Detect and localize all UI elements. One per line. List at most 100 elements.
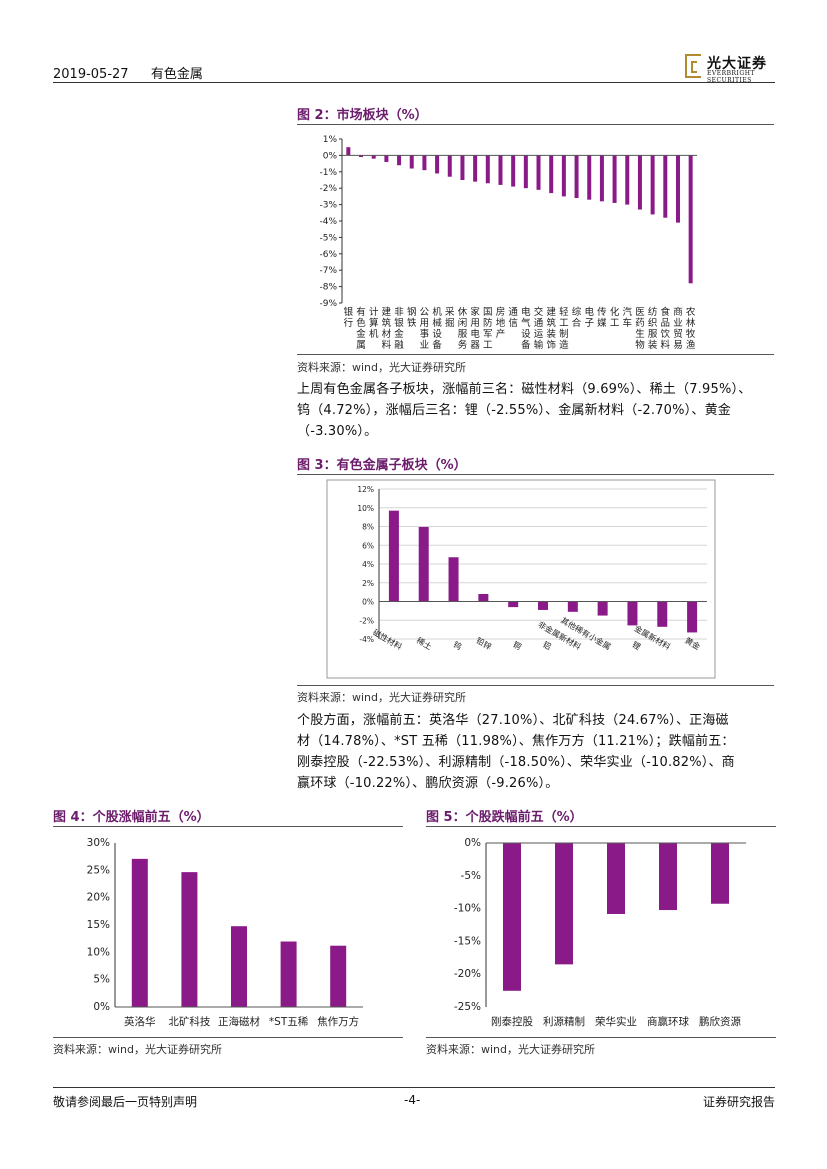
fig3-chart: 12%10%8%6%4%2%0%-2%-4%磁性材料 稀土钨铅锌铜铝非金属新材料其… [326,479,716,679]
bar [612,155,617,203]
bar [627,601,638,626]
y-tick-label: -6% [319,250,337,260]
x-category-label: 行 [344,317,354,329]
x-category-label: 渔 [686,340,696,351]
bar [567,601,578,612]
x-category-label: 料 [661,339,671,351]
bar [460,155,465,180]
logo-mark-icon [685,54,701,78]
fig2-top-rule [297,124,774,125]
y-tick-label: -20% [454,968,481,980]
bar [503,843,521,991]
x-category-label: 家 [470,306,480,318]
x-category-label: 算 [369,317,379,329]
x-category-label: 化 [610,306,620,318]
bar [409,155,414,169]
x-category-label: 地 [496,317,506,329]
bar [597,601,608,616]
y-tick-label: 15% [87,919,110,931]
x-category-label: 军 [483,329,493,340]
x-category-label: 正海磁材 [218,1015,260,1028]
y-tick-label: -1% [319,168,337,178]
bar [561,155,566,197]
x-category-label: 生 [635,328,645,340]
x-category-label: 机 [369,328,379,340]
bar [536,155,541,190]
everbright-logo: 光大证券 EVERBRIGHT SECURITIES [685,54,785,84]
bar [657,601,668,627]
x-category-label: 械 [432,317,442,329]
x-category-label: 汽 [623,306,633,318]
x-category-label: 筑 [546,317,556,329]
bar [607,843,625,914]
y-tick-label: 5% [93,974,110,986]
fig2-bottom-rule [297,354,774,355]
logo-cn: 光大证券 [707,56,767,72]
y-tick-label: -5% [319,233,337,243]
x-category-label: 农 [686,306,696,318]
x-category-label: 建 [546,306,556,318]
x-category-label: 饮 [661,328,671,340]
bar [637,155,642,210]
x-category-label: 荣华实业 [595,1015,637,1028]
fig2-source: 资料来源：wind，光大证券研究所 [297,361,467,374]
x-category-label: 银 [394,317,404,329]
y-tick-label: 8% [362,523,374,532]
x-category-label: 备 [521,339,531,351]
bar [478,594,489,602]
x-category-label: 综 [572,306,582,318]
x-category-label: 电 [584,306,594,318]
y-tick-label: 2% [362,579,374,588]
x-category-label: 装 [546,328,556,340]
x-category-label: 气 [521,317,531,329]
y-tick-label: -15% [454,935,481,947]
x-category-label: 非 [394,306,404,318]
y-tick-label: 10% [357,504,374,513]
x-category-label: 工 [559,318,569,329]
x-category-label: 金 [394,328,404,340]
bar [599,155,604,202]
x-category-label: 药 [635,318,645,329]
para2-line: 个股方面，涨幅前五：英洛华（27.10%）、北矿科技（24.67%）、正海磁 [297,713,729,728]
bar [574,155,579,199]
bar [388,510,399,602]
paragraph-sub-sectors: 上周有色金属各子板块，涨幅前三名：磁性材料（9.69%）、稀土（7.95%）、 … [297,379,777,442]
x-category-label: 业 [420,340,430,351]
x-category-label: 车 [623,317,633,329]
x-category-label: 轻 [559,306,569,318]
x-category-label: 易 [673,340,683,351]
bar [511,155,516,187]
x-category-label: 饰 [546,339,556,351]
x-category-label: 商 [673,306,683,318]
sector-name: 有色金属 [150,67,203,82]
x-category-label: 设 [432,329,442,340]
footer-rule [53,1087,775,1088]
x-category-label: 食 [661,306,671,318]
bar [711,843,729,904]
bar [371,155,376,159]
bar [508,601,519,608]
bar [346,147,351,156]
bar [131,858,148,1007]
x-category-label: 英洛华 [124,1015,156,1028]
para1-line: 钨（4.72%），涨幅后三名：锂（-2.55%）、金属新材料（-2.70%）、黄… [297,403,731,418]
bar [675,155,680,223]
y-tick-label: -2% [319,184,337,194]
y-tick-label: 0% [323,151,338,161]
x-category-label: 铁 [407,317,417,329]
x-category-label: 用 [470,318,480,329]
x-category-label: 稀土 [415,635,434,652]
fig4-top-rule [53,826,403,827]
x-category-label: 织 [648,317,658,329]
x-category-label: 建 [382,306,392,318]
x-category-label: 有 [356,306,366,318]
x-category-label: 服 [458,329,468,340]
x-category-label: 掘 [445,317,455,329]
footer-report-type: 证券研究报告 [703,1095,776,1109]
logo-en: EVERBRIGHT SECURITIES [707,70,755,84]
bar [473,155,478,182]
x-category-label: 利源精制 [543,1015,585,1028]
y-tick-label: -4% [319,217,337,227]
fig5-title: 图 5：个股跌幅前五（%） [426,810,583,825]
x-category-label: 品 [661,318,671,329]
